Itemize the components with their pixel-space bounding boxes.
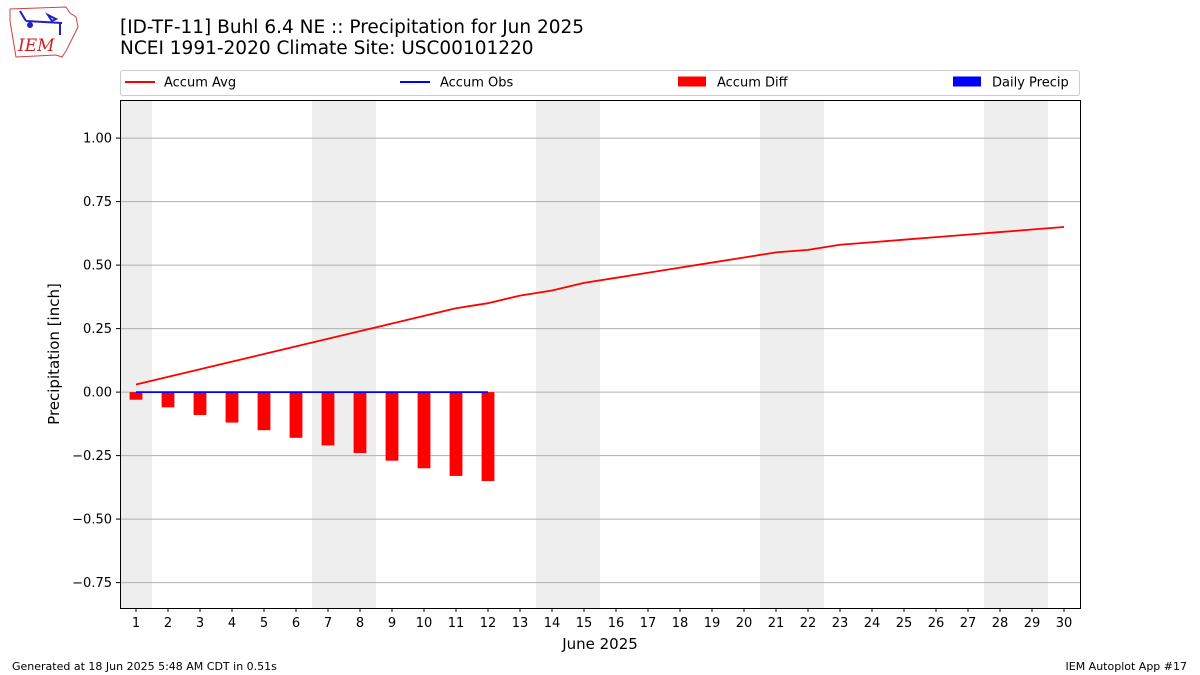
- y-tick-label: −0.75: [72, 576, 112, 591]
- legend-frame: [120, 70, 1080, 96]
- accum-avg-line: [135, 226, 1065, 386]
- y-tick-label: 0.75: [83, 195, 112, 210]
- legend-diff-label: Accum Diff: [717, 76, 789, 91]
- x-tick-label: 30: [1056, 616, 1073, 631]
- accum-diff-bar: [289, 392, 303, 438]
- x-tick-label: 2: [164, 616, 172, 631]
- accum-diff-bar: [225, 392, 239, 423]
- accum-diff-bar: [417, 392, 431, 469]
- y-axis: −0.75 −0.50 −0.25 0.00 0.25 0.50 0.75 1.00: [72, 132, 120, 591]
- series-lines: [135, 226, 1065, 394]
- grid-lines: [120, 137, 1080, 584]
- x-tick-label: 3: [196, 616, 204, 631]
- x-tick-label: 18: [672, 616, 689, 631]
- x-tick-label: 14: [544, 616, 561, 631]
- x-axis: 1 2 3 4 5 6 7 8 9 10 11 12 13 14 15 16 17 18 19 20 21 22 23 24 2…: [132, 608, 1072, 631]
- legend-daily-label: Daily Precip: [992, 76, 1069, 91]
- x-tick-label: 11: [448, 616, 465, 631]
- legend-avg-label: Accum Avg: [164, 76, 236, 91]
- x-tick-label: 28: [992, 616, 1009, 631]
- legend-obs-label: Accum Obs: [440, 76, 513, 91]
- x-tick-label: 26: [928, 616, 945, 631]
- state-outline-icon: [9, 6, 79, 58]
- weekend-shade-day-29: [1016, 100, 1048, 608]
- weekend-shade-day-22: [792, 100, 824, 608]
- weekend-shade-day-1: [120, 100, 152, 608]
- x-axis-label: June 2025: [561, 635, 638, 653]
- iem-logo: IEM: [9, 6, 79, 58]
- x-tick-label: 17: [640, 616, 657, 631]
- x-tick-label: 29: [1024, 616, 1041, 631]
- weekend-shading: [120, 100, 1048, 608]
- chart-title: [ID-TF-11] Buhl 6.4 NE :: Precipitation …: [120, 17, 584, 59]
- x-tick-label: 6: [292, 616, 300, 631]
- x-tick-label: 12: [480, 616, 497, 631]
- accum-diff-bars: [129, 392, 495, 481]
- legend-diff-swatch: [678, 76, 706, 87]
- x-tick-label: 19: [704, 616, 721, 631]
- x-tick-label: 10: [416, 616, 433, 631]
- weekend-shade-day-28: [984, 100, 1016, 608]
- station-dot-icon: [27, 22, 33, 28]
- y-tick-label: 0.00: [83, 386, 112, 401]
- x-tick-label: 4: [228, 616, 236, 631]
- accum-diff-bar: [481, 392, 495, 481]
- x-tick-label: 22: [800, 616, 817, 631]
- generated-footer: Generated at 18 Jun 2025 5:48 AM CDT in …: [12, 660, 277, 673]
- accum-diff-bar: [161, 392, 175, 408]
- x-tick-label: 1: [132, 616, 140, 631]
- weekend-shade-day-15: [568, 100, 600, 608]
- accum-diff-bar: [385, 392, 399, 461]
- y-tick-label: −0.50: [72, 513, 112, 528]
- weekend-shade-day-14: [536, 100, 568, 608]
- accum-diff-bar: [449, 392, 463, 476]
- app-footer: IEM Autoplot App #17: [1065, 660, 1188, 673]
- weekend-shade-day-7: [312, 100, 344, 608]
- accum-diff-bar: [257, 392, 271, 431]
- weekend-shade-day-21: [760, 100, 792, 608]
- plot-frame: [120, 100, 1081, 609]
- legend-daily-swatch: [953, 76, 981, 87]
- legend: Accum Avg Accum Obs Accum Diff Daily Pre…: [120, 70, 1080, 96]
- x-tick-label: 5: [260, 616, 268, 631]
- x-tick-label: 21: [768, 616, 785, 631]
- y-tick-label: 0.25: [83, 322, 112, 337]
- y-tick-label: 1.00: [83, 132, 112, 147]
- x-tick-label: 25: [896, 616, 913, 631]
- logo-text: IEM: [17, 36, 55, 56]
- weekend-shade-day-8: [344, 100, 376, 608]
- weather-symbols-icon: [19, 10, 63, 35]
- y-axis-label: Precipitation [inch]: [45, 283, 63, 425]
- x-tick-label: 20: [736, 616, 753, 631]
- y-tick-label: −0.25: [72, 449, 112, 464]
- x-tick-label: 15: [576, 616, 593, 631]
- x-tick-label: 24: [864, 616, 881, 631]
- accum-diff-bar: [321, 392, 335, 446]
- x-tick-label: 27: [960, 616, 977, 631]
- x-tick-label: 8: [356, 616, 364, 631]
- accum-diff-bar: [353, 392, 367, 454]
- accum-diff-bar: [193, 392, 207, 415]
- accum-diff-bar: [129, 392, 143, 400]
- y-tick-label: 0.50: [83, 259, 112, 274]
- title-line-1: [ID-TF-11] Buhl 6.4 NE :: Precipitation …: [120, 17, 585, 38]
- title-line-2: NCEI 1991-2020 Climate Site: USC00101220: [120, 38, 534, 59]
- x-tick-label: 13: [512, 616, 529, 631]
- x-tick-label: 9: [388, 616, 396, 631]
- x-tick-label: 23: [832, 616, 849, 631]
- x-tick-label: 16: [608, 616, 625, 631]
- x-tick-label: 7: [324, 616, 332, 631]
